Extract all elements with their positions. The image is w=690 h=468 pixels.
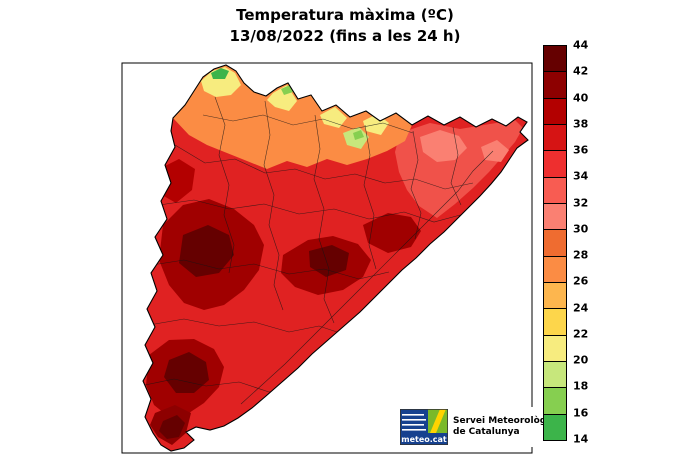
legend-tick-16: 16: [573, 406, 589, 420]
legend-band-24-26: [544, 281, 566, 309]
legend-band-16-18: [544, 387, 566, 414]
legend-tick-24: 24: [573, 301, 589, 315]
meteocat-logo-text: meteo.cat: [401, 435, 447, 444]
legend-band-26-28: [544, 255, 566, 282]
temperature-legend: 44 42 40 38 36 34 32 30 28 26 24 22 20 18 16 14: [543, 39, 613, 446]
legend-tick-44: 44: [573, 38, 589, 52]
legend-tick-38: 38: [573, 117, 589, 131]
legend-tick-42: 42: [573, 64, 589, 78]
legend-band-30-32: [544, 202, 566, 230]
meteocat-logo: meteo.cat: [400, 409, 448, 445]
org-name-line2: de Catalunya: [453, 427, 520, 437]
comarca-borders: [144, 96, 494, 405]
org-name-line1: Servei Meteorològic: [453, 415, 555, 426]
legend-tick-40: 40: [573, 91, 589, 105]
legend-band-36-38: [544, 123, 566, 151]
legend-band-20-22: [544, 334, 566, 361]
legend-tick-30: 30: [573, 222, 589, 236]
legend-tick-14: 14: [573, 432, 589, 446]
legend-band-32-34: [544, 176, 566, 203]
legend-tick-18: 18: [573, 379, 589, 393]
page-title: Temperatura màxima (ºC) 13/08/2022 (fins…: [0, 5, 690, 47]
map-title: Temperatura màxima (ºC): [236, 6, 454, 24]
map-subtitle: 13/08/2022 (fins a les 24 h): [229, 27, 461, 45]
legend-tick-20: 20: [573, 353, 589, 367]
legend-band-18-20: [544, 360, 566, 388]
legend-band-28-30: [544, 229, 566, 256]
legend-tick-32: 32: [573, 196, 589, 210]
legend-labels: 44 42 40 38 36 34 32 30 28 26 24 22 20 18 16 14: [573, 39, 607, 446]
legend-tick-36: 36: [573, 143, 589, 157]
legend-band-14-16: [544, 413, 566, 440]
catalonia-outline: [142, 64, 529, 452]
legend-tick-34: 34: [573, 169, 589, 183]
branding: meteo.cat Servei Meteorològic de Catalun…: [398, 407, 557, 447]
legend-band-40-42: [544, 71, 566, 98]
map-canvas: [121, 62, 533, 454]
legend-color-bar: [543, 45, 567, 441]
temperature-shading: [143, 65, 528, 451]
legend-tick-22: 22: [573, 327, 589, 341]
legend-band-34-36: [544, 150, 566, 177]
legend-band-42-44: [544, 46, 566, 72]
legend-band-22-24: [544, 308, 566, 335]
catalonia-temperature-map: meteo.cat Servei Meteorològic de Catalun…: [115, 55, 557, 460]
legend-tick-28: 28: [573, 248, 589, 262]
legend-band-38-40: [544, 97, 566, 124]
legend-tick-26: 26: [573, 274, 589, 288]
org-name: Servei Meteorològic de Catalunya: [453, 416, 555, 439]
